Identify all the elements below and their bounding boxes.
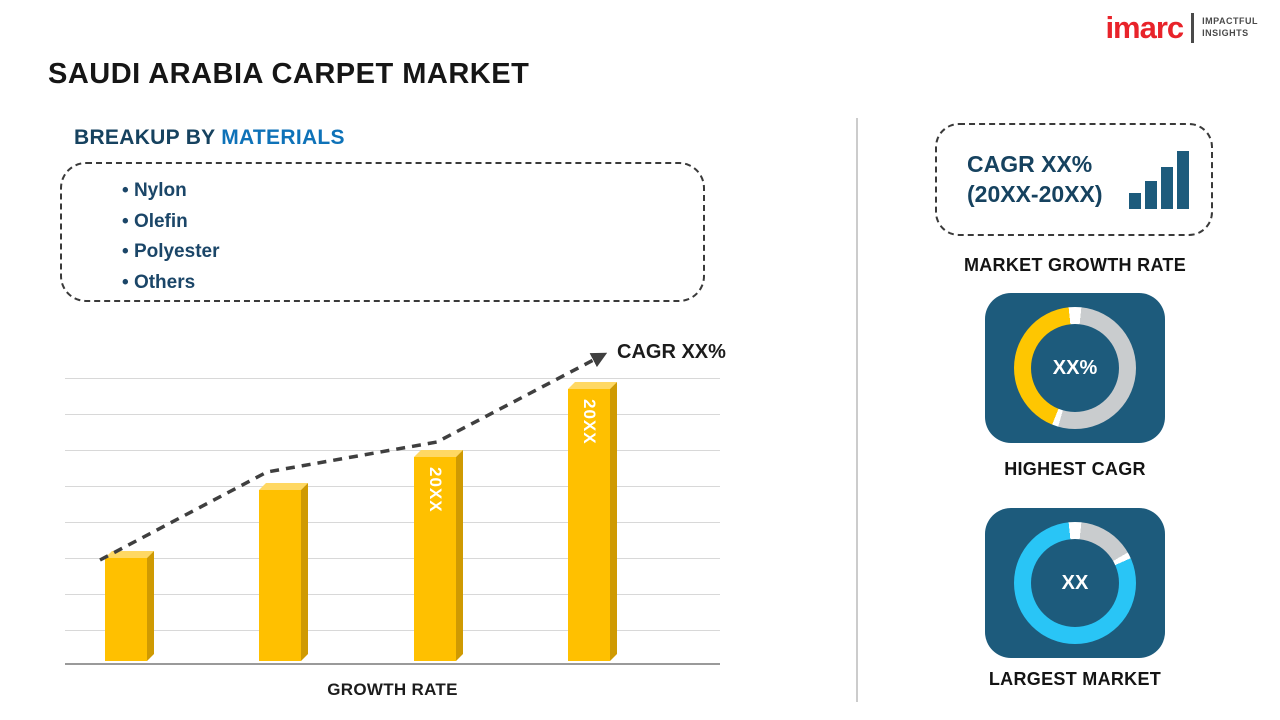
- trend-cagr-label: CAGR XX%: [617, 341, 726, 363]
- imarc-logo-wordmark: imarc: [1105, 10, 1184, 45]
- bar-label: 20XX: [580, 399, 599, 445]
- materials-list-box: Nylon Olefin Polyester Others: [60, 162, 705, 302]
- trend-arrow: [99, 352, 608, 562]
- breakup-heading-prefix: BREAKUP BY: [74, 126, 222, 149]
- growth-card-line2: (20XX-20XX): [967, 180, 1103, 207]
- bar-label: 20XX: [426, 467, 445, 513]
- highest-cagr-tile: XX%: [985, 293, 1165, 443]
- market-growth-rate-card: CAGR XX% (20XX-20XX): [935, 123, 1213, 236]
- highest-cagr-caption: HIGHEST CAGR: [1004, 459, 1146, 479]
- largest-market-caption: LARGEST MARKET: [988, 669, 1162, 689]
- highest-cagr-value: XX%: [1031, 324, 1119, 412]
- bar: 20XX: [568, 389, 610, 661]
- list-item: Olefin: [122, 207, 703, 238]
- bar: [105, 558, 147, 661]
- growth-card-text: CAGR XX% (20XX-20XX): [967, 150, 1103, 210]
- logo-tagline-line1: IMPACTFUL: [1202, 16, 1258, 27]
- bar-chart-icon: [1129, 150, 1189, 209]
- largest-market-tile: XX: [985, 508, 1165, 658]
- list-item: Polyester: [122, 237, 703, 268]
- page-title: SAUDI ARABIA CARPET MARKET: [48, 58, 530, 90]
- list-item: Others: [122, 268, 703, 299]
- breakup-heading-highlight: MATERIALS: [221, 126, 345, 149]
- x-axis-label: GROWTH RATE: [327, 680, 458, 699]
- logo-tagline-line2: INSIGHTS: [1202, 27, 1249, 38]
- logo-divider: [1191, 12, 1195, 43]
- logo-tagline: IMPACTFUL INSIGHTS: [1202, 16, 1258, 39]
- materials-list: Nylon Olefin Polyester Others: [122, 176, 703, 298]
- bar: 20XX: [414, 457, 456, 661]
- bar: [259, 490, 301, 661]
- list-item: Nylon: [122, 176, 703, 207]
- imarc-logo: imarc IMPACTFUL INSIGHTS: [1105, 12, 1258, 43]
- highest-cagr-donut: XX%: [1014, 307, 1136, 429]
- vertical-divider: [856, 118, 858, 702]
- largest-market-value: XX: [1031, 539, 1119, 627]
- growth-card-line1: CAGR XX%: [967, 150, 1093, 177]
- largest-market-donut: XX: [1014, 522, 1136, 644]
- breakup-heading: BREAKUP BY MATERIALS: [74, 126, 345, 150]
- market-growth-rate-caption: MARKET GROWTH RATE: [963, 255, 1187, 275]
